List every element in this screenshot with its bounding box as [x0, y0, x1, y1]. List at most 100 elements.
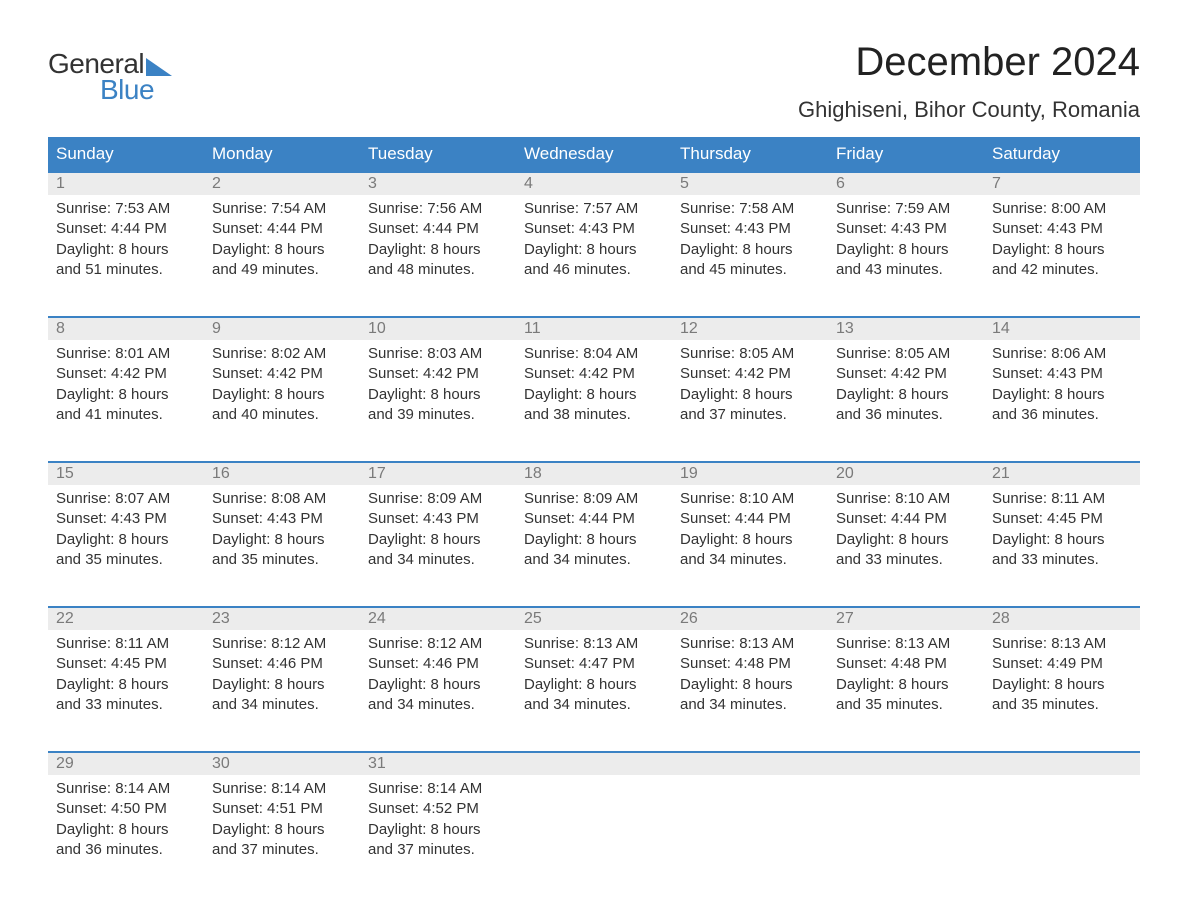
date-number-cell: 31 [360, 753, 516, 775]
daylight-line-1: Daylight: 8 hours [992, 240, 1132, 260]
day-info-cell: Sunrise: 8:14 AMSunset: 4:52 PMDaylight:… [360, 775, 516, 864]
date-number-cell: 11 [516, 318, 672, 340]
date-number-cell: 5 [672, 173, 828, 195]
daylight-line-1: Daylight: 8 hours [836, 675, 976, 695]
daylight-line-1: Daylight: 8 hours [212, 240, 352, 260]
week-row: 891011121314Sunrise: 8:01 AMSunset: 4:42… [48, 316, 1140, 429]
day-header-wednesday: Wednesday [516, 137, 672, 171]
day-info-cell: Sunrise: 8:12 AMSunset: 4:46 PMDaylight:… [204, 630, 360, 719]
day-header-tuesday: Tuesday [360, 137, 516, 171]
date-number-cell: 10 [360, 318, 516, 340]
sunset-text: Sunset: 4:43 PM [368, 509, 508, 529]
date-number-cell: 22 [48, 608, 204, 630]
day-info-cell [516, 775, 672, 864]
date-number-cell: 21 [984, 463, 1140, 485]
daylight-line-1: Daylight: 8 hours [992, 385, 1132, 405]
logo: General Blue [48, 40, 172, 106]
day-info-cell [828, 775, 984, 864]
sunrise-text: Sunrise: 8:13 AM [524, 634, 664, 654]
week-row: 293031 Sunrise: 8:14 AMSunset: 4:50 PM Day… [48, 751, 1140, 864]
sunset-text: Sunset: 4:47 PM [524, 654, 664, 674]
sunrise-text: Sunrise: 8:09 AM [524, 489, 664, 509]
sunrise-text: Sunrise: 7:54 AM [212, 199, 352, 219]
day-info-cell: Sunrise: 8:11 AMSunset: 4:45 PMDaylight:… [48, 630, 204, 719]
daylight-line-1: Daylight: 8 hours [368, 820, 508, 840]
daylight-line-1: Daylight: 8 hours [56, 385, 196, 405]
daylight-line-1: Daylight: 8 hours [56, 240, 196, 260]
daylight-line-1: Daylight: 8 hours [212, 820, 352, 840]
sunrise-text: Sunrise: 8:05 AM [680, 344, 820, 364]
date-number-cell: 16 [204, 463, 360, 485]
sunset-text: Sunset: 4:46 PM [212, 654, 352, 674]
daylight-line-1: Daylight: 8 hours [524, 385, 664, 405]
sunset-text: Sunset: 4:49 PM [992, 654, 1132, 674]
day-info-cell: Sunrise: 8:11 AMSunset: 4:45 PMDaylight:… [984, 485, 1140, 574]
daylight-line-2: and 48 minutes. [368, 260, 508, 280]
daylight-line-2: and 45 minutes. [680, 260, 820, 280]
date-number-cell: 15 [48, 463, 204, 485]
daylight-line-2: and 35 minutes. [836, 695, 976, 715]
sunset-text: Sunset: 4:46 PM [368, 654, 508, 674]
daylight-line-2: and 40 minutes. [212, 405, 352, 425]
sunset-text: Sunset: 4:43 PM [212, 509, 352, 529]
sunrise-text: Sunrise: 8:13 AM [680, 634, 820, 654]
date-number-row: 293031 [48, 753, 1140, 775]
date-number-cell: 6 [828, 173, 984, 195]
sunset-text: Sunset: 4:43 PM [56, 509, 196, 529]
daylight-line-1: Daylight: 8 hours [836, 240, 976, 260]
sunset-text: Sunset: 4:45 PM [992, 509, 1132, 529]
daylight-line-1: Daylight: 8 hours [368, 530, 508, 550]
date-number-row: 1234567 [48, 173, 1140, 195]
day-info-cell: Sunrise: 7:53 AMSunset: 4:44 PMDaylight:… [48, 195, 204, 284]
date-number-cell: 19 [672, 463, 828, 485]
daylight-line-1: Daylight: 8 hours [524, 530, 664, 550]
day-info-cell: Sunrise: 8:13 AMSunset: 4:49 PMDaylight:… [984, 630, 1140, 719]
sunrise-text: Sunrise: 7:59 AM [836, 199, 976, 219]
date-number-cell: 24 [360, 608, 516, 630]
date-number-cell: 30 [204, 753, 360, 775]
date-number-cell: 23 [204, 608, 360, 630]
day-info-cell: Sunrise: 7:59 AMSunset: 4:43 PMDaylight:… [828, 195, 984, 284]
daylight-line-1: Daylight: 8 hours [56, 530, 196, 550]
daylight-line-2: and 34 minutes. [680, 695, 820, 715]
sunrise-text: Sunrise: 8:07 AM [56, 489, 196, 509]
sunrise-text: Sunrise: 7:56 AM [368, 199, 508, 219]
sunrise-text: Sunrise: 8:00 AM [992, 199, 1132, 219]
date-number-cell: 1 [48, 173, 204, 195]
daylight-line-1: Daylight: 8 hours [524, 675, 664, 695]
date-number-cell: 8 [48, 318, 204, 340]
daylight-line-2: and 49 minutes. [212, 260, 352, 280]
date-number-cell [516, 753, 672, 775]
sunrise-text: Sunrise: 8:06 AM [992, 344, 1132, 364]
day-header-sunday: Sunday [48, 137, 204, 171]
sunset-text: Sunset: 4:43 PM [680, 219, 820, 239]
sunrise-text: Sunrise: 8:14 AM [56, 779, 196, 799]
day-info-cell: Sunrise: 8:09 AMSunset: 4:44 PMDaylight:… [516, 485, 672, 574]
sunset-text: Sunset: 4:43 PM [992, 364, 1132, 384]
daylight-line-1: Daylight: 8 hours [836, 385, 976, 405]
sunrise-text: Sunrise: 8:13 AM [992, 634, 1132, 654]
daylight-line-2: and 33 minutes. [836, 550, 976, 570]
day-info-cell: Sunrise: 8:01 AMSunset: 4:42 PMDaylight:… [48, 340, 204, 429]
sunset-text: Sunset: 4:50 PM [56, 799, 196, 819]
sunset-text: Sunset: 4:44 PM [524, 509, 664, 529]
sunrise-text: Sunrise: 8:11 AM [992, 489, 1132, 509]
daylight-line-2: and 34 minutes. [212, 695, 352, 715]
daylight-line-2: and 51 minutes. [56, 260, 196, 280]
day-info-row: Sunrise: 7:53 AMSunset: 4:44 PMDaylight:… [48, 195, 1140, 284]
daylight-line-1: Daylight: 8 hours [680, 240, 820, 260]
sunrise-text: Sunrise: 8:04 AM [524, 344, 664, 364]
day-info-cell: Sunrise: 8:04 AMSunset: 4:42 PMDaylight:… [516, 340, 672, 429]
date-number-row: 15161718192021 [48, 463, 1140, 485]
date-number-cell: 27 [828, 608, 984, 630]
sunrise-text: Sunrise: 8:02 AM [212, 344, 352, 364]
daylight-line-2: and 36 minutes. [992, 405, 1132, 425]
sunrise-text: Sunrise: 8:05 AM [836, 344, 976, 364]
daylight-line-1: Daylight: 8 hours [524, 240, 664, 260]
sunset-text: Sunset: 4:42 PM [524, 364, 664, 384]
daylight-line-1: Daylight: 8 hours [368, 240, 508, 260]
date-number-cell: 14 [984, 318, 1140, 340]
daylight-line-2: and 37 minutes. [212, 840, 352, 860]
day-info-cell: Sunrise: 7:56 AMSunset: 4:44 PMDaylight:… [360, 195, 516, 284]
daylight-line-2: and 36 minutes. [56, 840, 196, 860]
